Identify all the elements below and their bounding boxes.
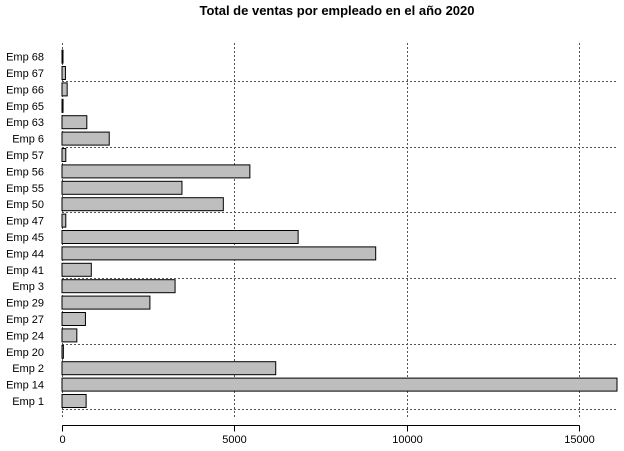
bar — [61, 148, 67, 162]
bars — [61, 49, 618, 408]
bar — [61, 377, 618, 392]
bar — [61, 66, 66, 80]
bar — [61, 361, 277, 376]
y-tick-label: Emp 14 — [6, 380, 44, 392]
y-tick-label: Emp 66 — [6, 84, 44, 96]
y-tick-label: Emp 55 — [6, 183, 44, 195]
x-tick-label: 0 — [59, 434, 65, 446]
bar — [61, 82, 68, 97]
y-tick-label: Emp 65 — [6, 101, 44, 113]
bar — [61, 213, 67, 228]
y-tick-label: Emp 56 — [6, 166, 44, 178]
bar — [61, 98, 64, 113]
y-tick-label: Emp 1 — [12, 396, 44, 408]
y-tick-label: Emp 2 — [12, 363, 44, 375]
bar — [61, 230, 299, 244]
bar — [61, 115, 88, 130]
y-tick-label: Emp 45 — [6, 232, 44, 244]
y-tick-label: Emp 27 — [6, 314, 44, 326]
y-tick-label: Emp 47 — [6, 216, 44, 228]
bar — [61, 164, 251, 179]
bar — [61, 197, 224, 212]
y-tick-label: Emp 68 — [6, 52, 44, 64]
bar — [61, 295, 151, 310]
bar — [61, 344, 64, 359]
y-tick-label: Emp 3 — [12, 281, 44, 293]
y-tick-label: Emp 6 — [12, 134, 44, 146]
bar — [61, 328, 78, 343]
grid-lines — [62, 43, 617, 418]
x-tick-label: 10000 — [392, 434, 423, 446]
x-axis: 0 5000 10000 15000 — [59, 425, 595, 446]
y-tick-label: Emp 63 — [6, 117, 44, 129]
y-tick-label: Emp 29 — [6, 298, 44, 310]
bar — [61, 394, 87, 408]
bar — [61, 131, 110, 146]
y-tick-label: Emp 67 — [6, 68, 44, 80]
y-tick-label: Emp 41 — [6, 265, 44, 277]
y-axis-labels: Emp 1 Emp 14 Emp 2 Emp 20 Emp 24 Emp 27 Emp 29… — [6, 52, 44, 408]
y-tick-label: Emp 20 — [6, 347, 44, 359]
x-tick-label: 5000 — [222, 434, 246, 446]
y-tick-label: Emp 44 — [6, 248, 44, 260]
bar — [61, 312, 86, 326]
bar — [61, 180, 183, 195]
bar — [61, 246, 377, 261]
bar — [61, 262, 92, 277]
y-tick-label: Emp 57 — [6, 150, 44, 162]
y-tick-label: Emp 50 — [6, 199, 44, 211]
x-tick-label: 15000 — [564, 434, 595, 446]
chart-title: Total de ventas por empleado en el año 2… — [199, 3, 474, 18]
bar — [61, 49, 64, 64]
y-tick-label: Emp 24 — [6, 330, 44, 342]
bar — [61, 279, 176, 294]
